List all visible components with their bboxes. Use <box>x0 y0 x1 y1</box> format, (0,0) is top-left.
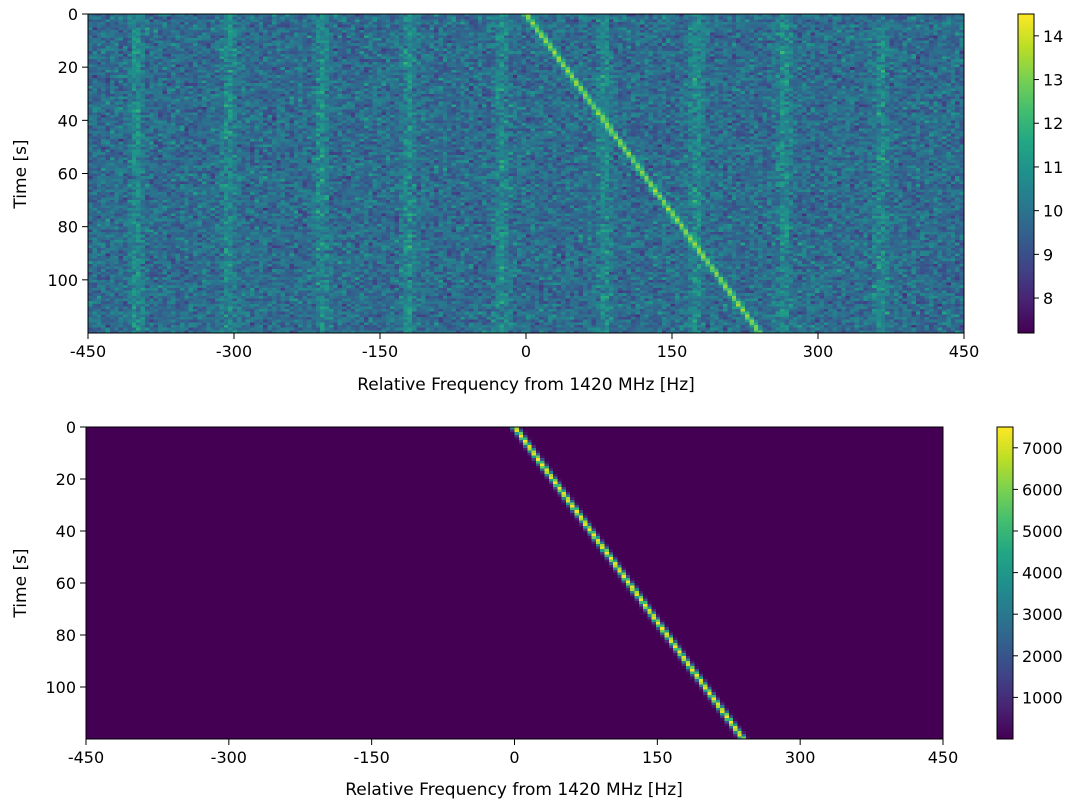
x-tick-label: 150 <box>642 748 673 767</box>
y-tick-label: 40 <box>56 522 76 541</box>
x-tick-label: 0 <box>521 342 531 361</box>
x-axis-label-bottom: Relative Frequency from 1420 MHz [Hz] <box>345 780 683 800</box>
colorbar-tick-label: 14 <box>1043 27 1063 46</box>
x-tick-label: 450 <box>928 748 959 767</box>
y-axis-label-bottom: Time [s] <box>11 548 31 618</box>
colorbar-tick-label: 6000 <box>1022 480 1063 499</box>
y-tick-label: 0 <box>68 5 78 24</box>
x-tick-label: 150 <box>657 342 688 361</box>
colorbar-frame-bottom <box>996 426 1014 740</box>
x-tick-label: -450 <box>68 748 104 767</box>
y-tick-label: 60 <box>58 165 78 184</box>
colorbar-top: 8 9 10 11 12 13 14 <box>1017 13 1063 334</box>
y-tick-label: 60 <box>56 574 76 593</box>
x-tick-label: 450 <box>949 342 980 361</box>
y-tick-label: 80 <box>56 626 76 645</box>
y-tick-label: 20 <box>58 58 78 77</box>
colorbar-tick-label: 11 <box>1043 158 1063 177</box>
y-tick-label: 0 <box>66 418 76 437</box>
colorbar-tick-label: 1000 <box>1022 688 1063 707</box>
panel-top: -450 -300 -150 0 150 300 450 0 20 40 60 80 100 Rela… <box>11 5 1063 395</box>
y-tick-label: 80 <box>58 218 78 237</box>
x-tick-label: -450 <box>70 342 106 361</box>
colorbar-tick-label: 3000 <box>1022 605 1063 624</box>
colorbar-bottom: 1000 2000 3000 4000 5000 6000 7000 <box>996 426 1063 740</box>
x-tick-label: -300 <box>211 748 247 767</box>
y-tick-label: 100 <box>47 271 78 290</box>
x-ticks-top: -450 -300 -150 0 150 300 450 <box>70 333 979 361</box>
y-ticks-top: 0 20 40 60 80 100 <box>47 5 88 290</box>
colorbar-frame-top <box>1017 13 1035 334</box>
panel-bottom: -450 -300 -150 0 150 300 450 0 20 40 60 80 100 Rela… <box>11 418 1063 800</box>
y-tick-label: 20 <box>56 470 76 489</box>
x-tick-label: 300 <box>803 342 834 361</box>
x-ticks-bottom: -450 -300 -150 0 150 300 450 <box>68 739 958 767</box>
colorbar-image-top <box>1018 14 1034 333</box>
x-tick-label: -150 <box>354 748 390 767</box>
colorbar-tick-label: 7000 <box>1022 439 1063 458</box>
colorbar-tick-label: 9 <box>1043 245 1053 264</box>
x-tick-label: 300 <box>785 748 816 767</box>
x-tick-label: -300 <box>216 342 252 361</box>
x-axis-label-top: Relative Frequency from 1420 MHz [Hz] <box>357 375 695 395</box>
colorbar-tick-label: 5000 <box>1022 522 1063 541</box>
colorbar-tick-label: 8 <box>1043 289 1053 308</box>
colorbar-ticks-top: 8 9 10 11 12 13 14 <box>1034 27 1063 308</box>
heatmap-image-bottom <box>86 427 943 739</box>
heatmap-top <box>88 14 964 333</box>
colorbar-tick-label: 4000 <box>1022 564 1063 583</box>
heatmap-image-top <box>88 14 964 333</box>
colorbar-ticks-bottom: 1000 2000 3000 4000 5000 6000 7000 <box>1013 439 1063 707</box>
y-ticks-bottom: 0 20 40 60 80 100 <box>45 418 86 697</box>
y-axis-label-top: Time [s] <box>11 139 31 209</box>
colorbar-tick-label: 12 <box>1043 114 1063 133</box>
x-tick-label: -150 <box>362 342 398 361</box>
y-tick-label: 40 <box>58 111 78 130</box>
colorbar-tick-label: 2000 <box>1022 647 1063 666</box>
y-tick-label: 100 <box>45 678 76 697</box>
colorbar-tick-label: 10 <box>1043 202 1063 221</box>
colorbar-image-bottom <box>997 427 1013 739</box>
colorbar-tick-label: 13 <box>1043 71 1063 90</box>
heatmap-bottom <box>86 427 943 739</box>
x-tick-label: 0 <box>509 748 519 767</box>
